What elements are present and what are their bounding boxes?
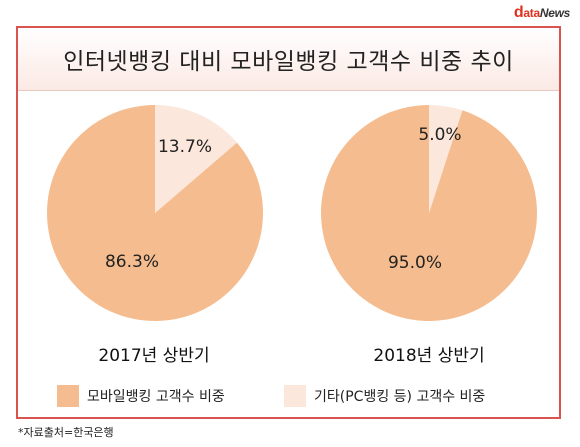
chart-title: 인터넷뱅킹 대비 모바일뱅킹 고객수 비중 추이 — [63, 49, 514, 75]
pie-title-2017: 2017년 상반기 — [98, 346, 210, 366]
pie-label-other-0: 13.7% — [158, 137, 212, 157]
pie-label-mobile-1: 95.0% — [388, 253, 442, 273]
pie-label-other-1: 5.0% — [418, 125, 461, 145]
legend-label-mobile: 모바일뱅킹 고객수 비중 — [87, 389, 225, 405]
pie-slice-other-1 — [429, 105, 463, 213]
pie-slice-other-0 — [155, 105, 237, 213]
legend-item-mobile: 모바일뱅킹 고객수 비중 — [57, 385, 225, 407]
datanews-logo: dataNews — [513, 4, 570, 21]
title-bar: 인터넷뱅킹 대비 모바일뱅킹 고객수 비중 추이 — [18, 28, 559, 91]
source-note: *자료출처=한국은행 — [18, 426, 114, 439]
legend-label-other: 기타(PC뱅킹 등) 고객수 비중 — [314, 389, 486, 405]
pie-title-2018: 2018년 상반기 — [373, 346, 485, 366]
pie-label-mobile-0: 86.3% — [105, 252, 159, 272]
legend-swatch-mobile — [57, 385, 79, 407]
legend-item-other: 기타(PC뱅킹 등) 고객수 비중 — [284, 385, 485, 407]
legend-swatch-other — [284, 385, 306, 407]
